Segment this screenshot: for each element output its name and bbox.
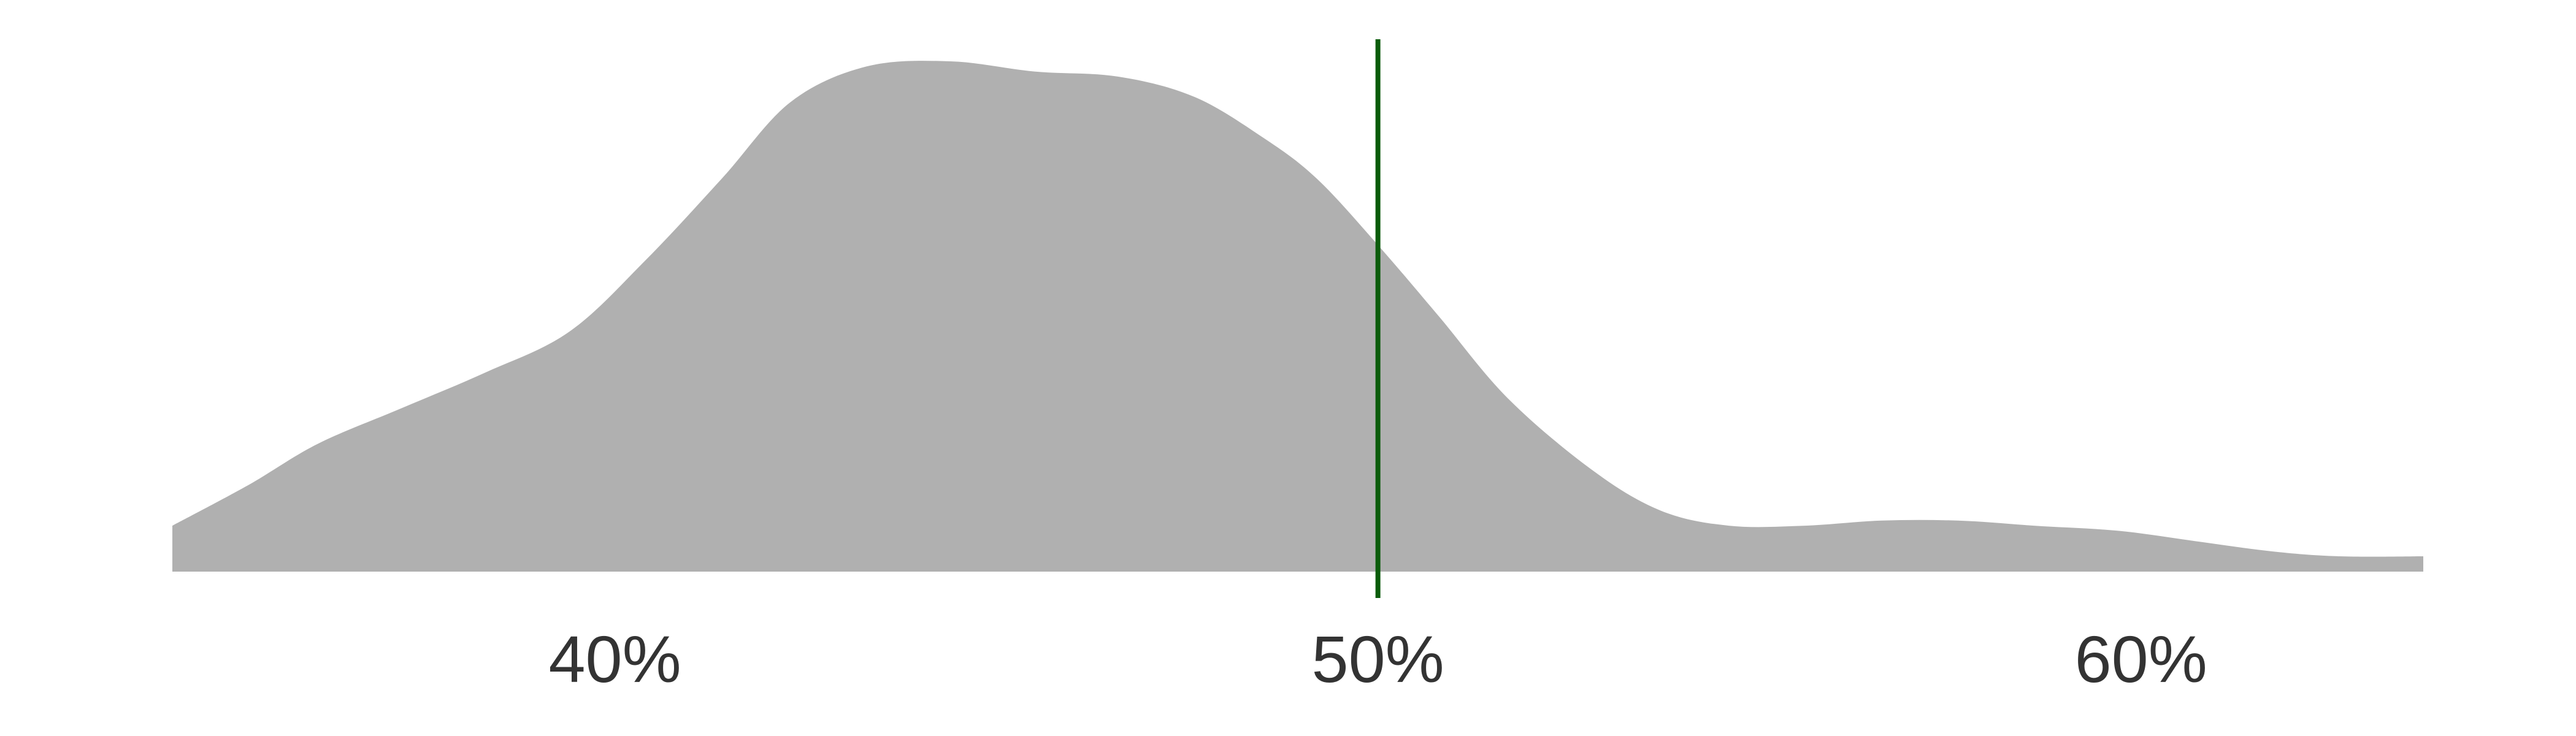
x-tick-label: 40% — [548, 622, 681, 696]
x-axis: 40% 50% 60% — [548, 622, 2207, 696]
plot-area — [172, 39, 2423, 598]
density-area-0 — [172, 61, 2423, 572]
x-tick-label: 50% — [1312, 622, 1444, 696]
x-tick-label: 60% — [2075, 622, 2207, 696]
